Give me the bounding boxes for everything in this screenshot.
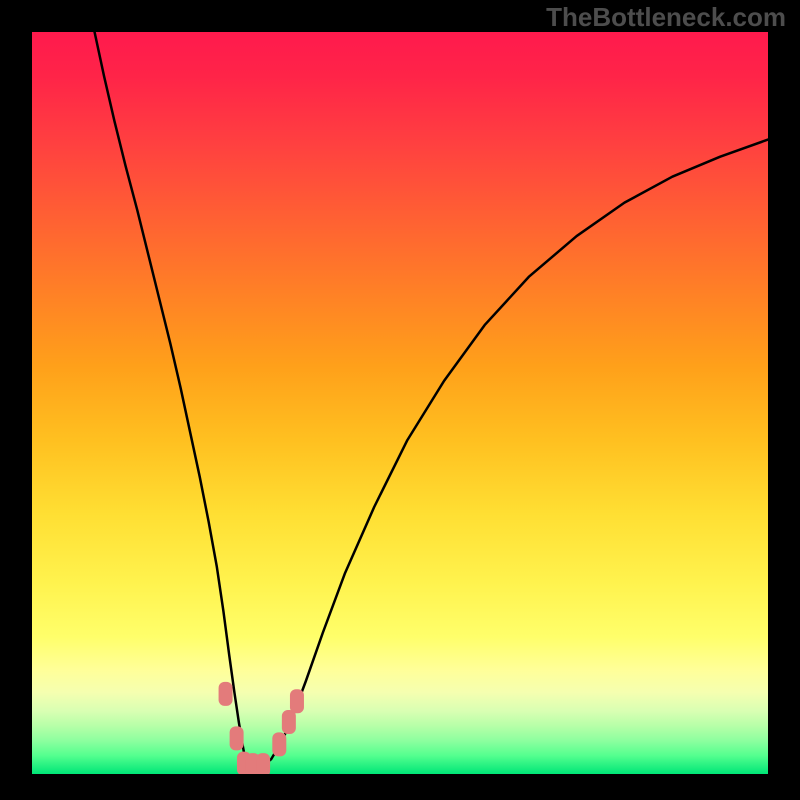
scatter-point <box>256 753 270 774</box>
scatter-point <box>272 732 286 756</box>
scatter-points <box>32 32 768 774</box>
watermark-text: TheBottleneck.com <box>546 2 786 33</box>
scatter-point <box>290 689 304 713</box>
scatter-point <box>282 710 296 734</box>
plot-area <box>32 32 768 774</box>
scatter-point <box>219 682 233 706</box>
scatter-point <box>230 726 244 750</box>
